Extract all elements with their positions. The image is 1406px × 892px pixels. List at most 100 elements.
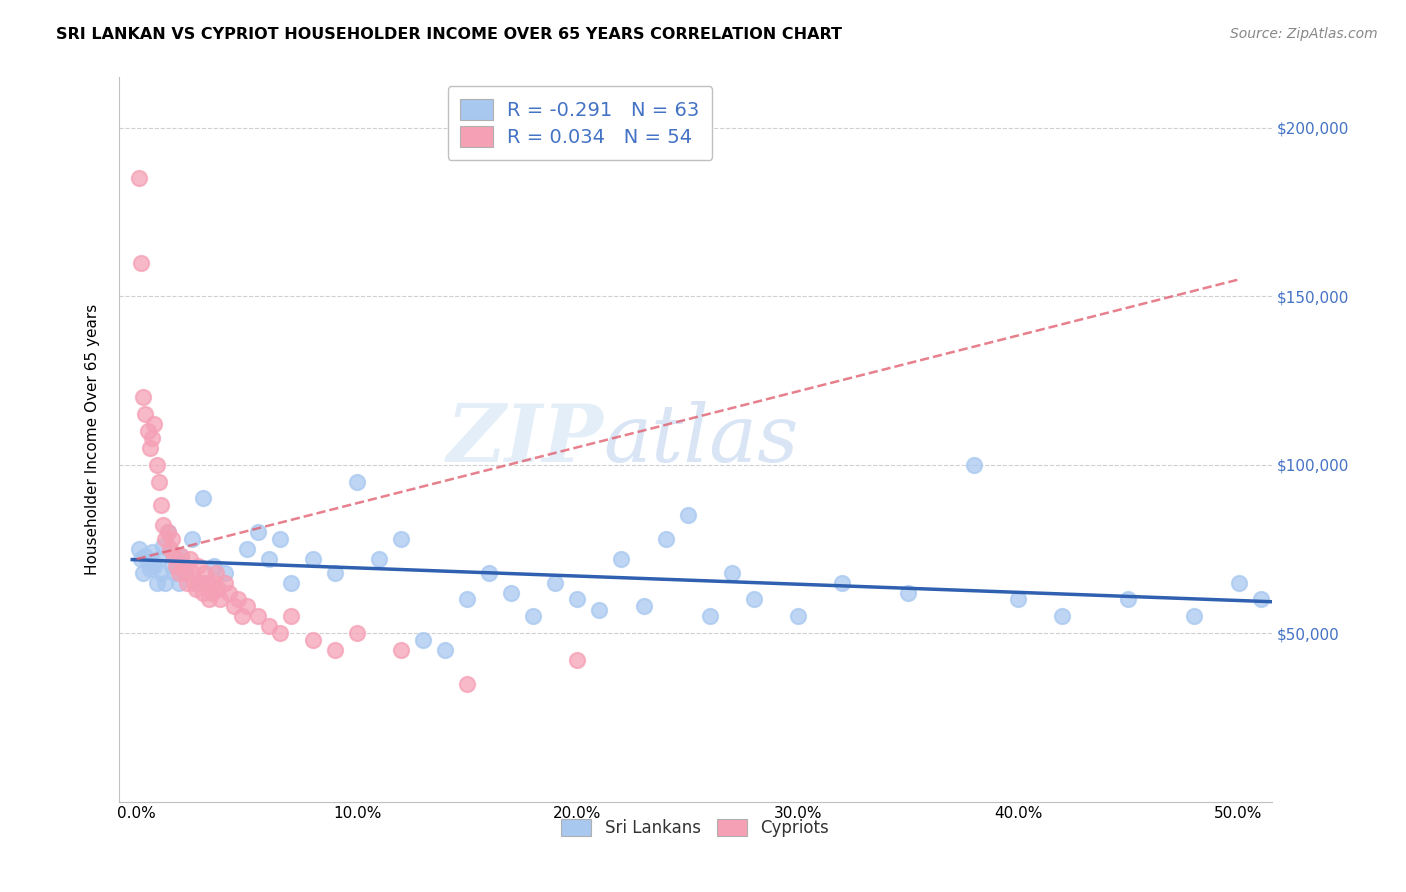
- Point: [302, 552, 325, 566]
- Point: [434, 643, 457, 657]
- Point: [128, 541, 150, 556]
- Point: [544, 575, 567, 590]
- Point: [160, 532, 183, 546]
- Point: [676, 508, 699, 523]
- Point: [148, 475, 170, 489]
- Point: [456, 592, 478, 607]
- Point: [226, 592, 249, 607]
- Point: [194, 566, 217, 580]
- Point: [195, 575, 218, 590]
- Point: [654, 532, 676, 546]
- Point: [163, 566, 186, 580]
- Point: [567, 592, 589, 607]
- Point: [165, 552, 187, 566]
- Point: [186, 582, 208, 597]
- Point: [159, 541, 181, 556]
- Point: [214, 566, 236, 580]
- Point: [207, 582, 229, 597]
- Point: [323, 643, 346, 657]
- Point: [155, 532, 177, 546]
- Point: [742, 592, 765, 607]
- Point: [170, 549, 193, 563]
- Point: [128, 171, 150, 186]
- Point: [136, 424, 159, 438]
- Point: [149, 498, 172, 512]
- Point: [132, 391, 155, 405]
- Point: [156, 525, 179, 540]
- Point: [897, 586, 920, 600]
- Point: [368, 552, 391, 566]
- Point: [209, 592, 232, 607]
- Text: atlas: atlas: [603, 401, 799, 478]
- Point: [246, 525, 269, 540]
- Y-axis label: Householder Income Over 65 years: Householder Income Over 65 years: [86, 304, 100, 575]
- Point: [1007, 592, 1029, 607]
- Point: [145, 458, 167, 472]
- Point: [246, 609, 269, 624]
- Point: [720, 566, 742, 580]
- Point: [180, 566, 202, 580]
- Point: [610, 552, 633, 566]
- Point: [202, 575, 225, 590]
- Point: [257, 552, 280, 566]
- Point: [134, 407, 156, 421]
- Point: [160, 558, 183, 573]
- Text: SRI LANKAN VS CYPRIOT HOUSEHOLDER INCOME OVER 65 YEARS CORRELATION CHART: SRI LANKAN VS CYPRIOT HOUSEHOLDER INCOME…: [56, 27, 842, 42]
- Point: [346, 626, 368, 640]
- Point: [831, 575, 853, 590]
- Point: [202, 558, 225, 573]
- Point: [1250, 592, 1272, 607]
- Point: [236, 541, 259, 556]
- Point: [152, 539, 174, 553]
- Point: [190, 575, 212, 590]
- Point: [269, 532, 291, 546]
- Point: [179, 552, 201, 566]
- Point: [214, 575, 236, 590]
- Point: [172, 558, 194, 573]
- Point: [139, 441, 162, 455]
- Point: [143, 417, 166, 432]
- Point: [1271, 609, 1294, 624]
- Point: [963, 458, 986, 472]
- Point: [187, 558, 209, 573]
- Point: [167, 575, 190, 590]
- Point: [522, 609, 544, 624]
- Point: [149, 566, 172, 580]
- Point: [156, 525, 179, 540]
- Point: [389, 532, 412, 546]
- Point: [136, 556, 159, 570]
- Text: Source: ZipAtlas.com: Source: ZipAtlas.com: [1230, 27, 1378, 41]
- Point: [222, 599, 245, 614]
- Point: [165, 558, 187, 573]
- Point: [323, 566, 346, 580]
- Point: [143, 558, 166, 573]
- Point: [174, 566, 197, 580]
- Point: [170, 549, 193, 563]
- Point: [786, 609, 808, 624]
- Point: [129, 552, 152, 566]
- Point: [139, 562, 162, 576]
- Point: [257, 619, 280, 633]
- Point: [141, 545, 163, 559]
- Point: [412, 632, 434, 647]
- Point: [145, 575, 167, 590]
- Point: [231, 609, 253, 624]
- Point: [302, 632, 325, 647]
- Point: [141, 431, 163, 445]
- Text: ZIP: ZIP: [446, 401, 603, 478]
- Point: [501, 586, 523, 600]
- Point: [167, 566, 190, 580]
- Point: [134, 549, 156, 563]
- Point: [159, 541, 181, 556]
- Point: [346, 475, 368, 489]
- Point: [567, 653, 589, 667]
- Point: [280, 575, 302, 590]
- Point: [180, 532, 202, 546]
- Point: [280, 609, 302, 624]
- Point: [389, 643, 412, 657]
- Point: [269, 626, 291, 640]
- Point: [1118, 592, 1140, 607]
- Point: [236, 599, 259, 614]
- Point: [198, 592, 221, 607]
- Point: [699, 609, 721, 624]
